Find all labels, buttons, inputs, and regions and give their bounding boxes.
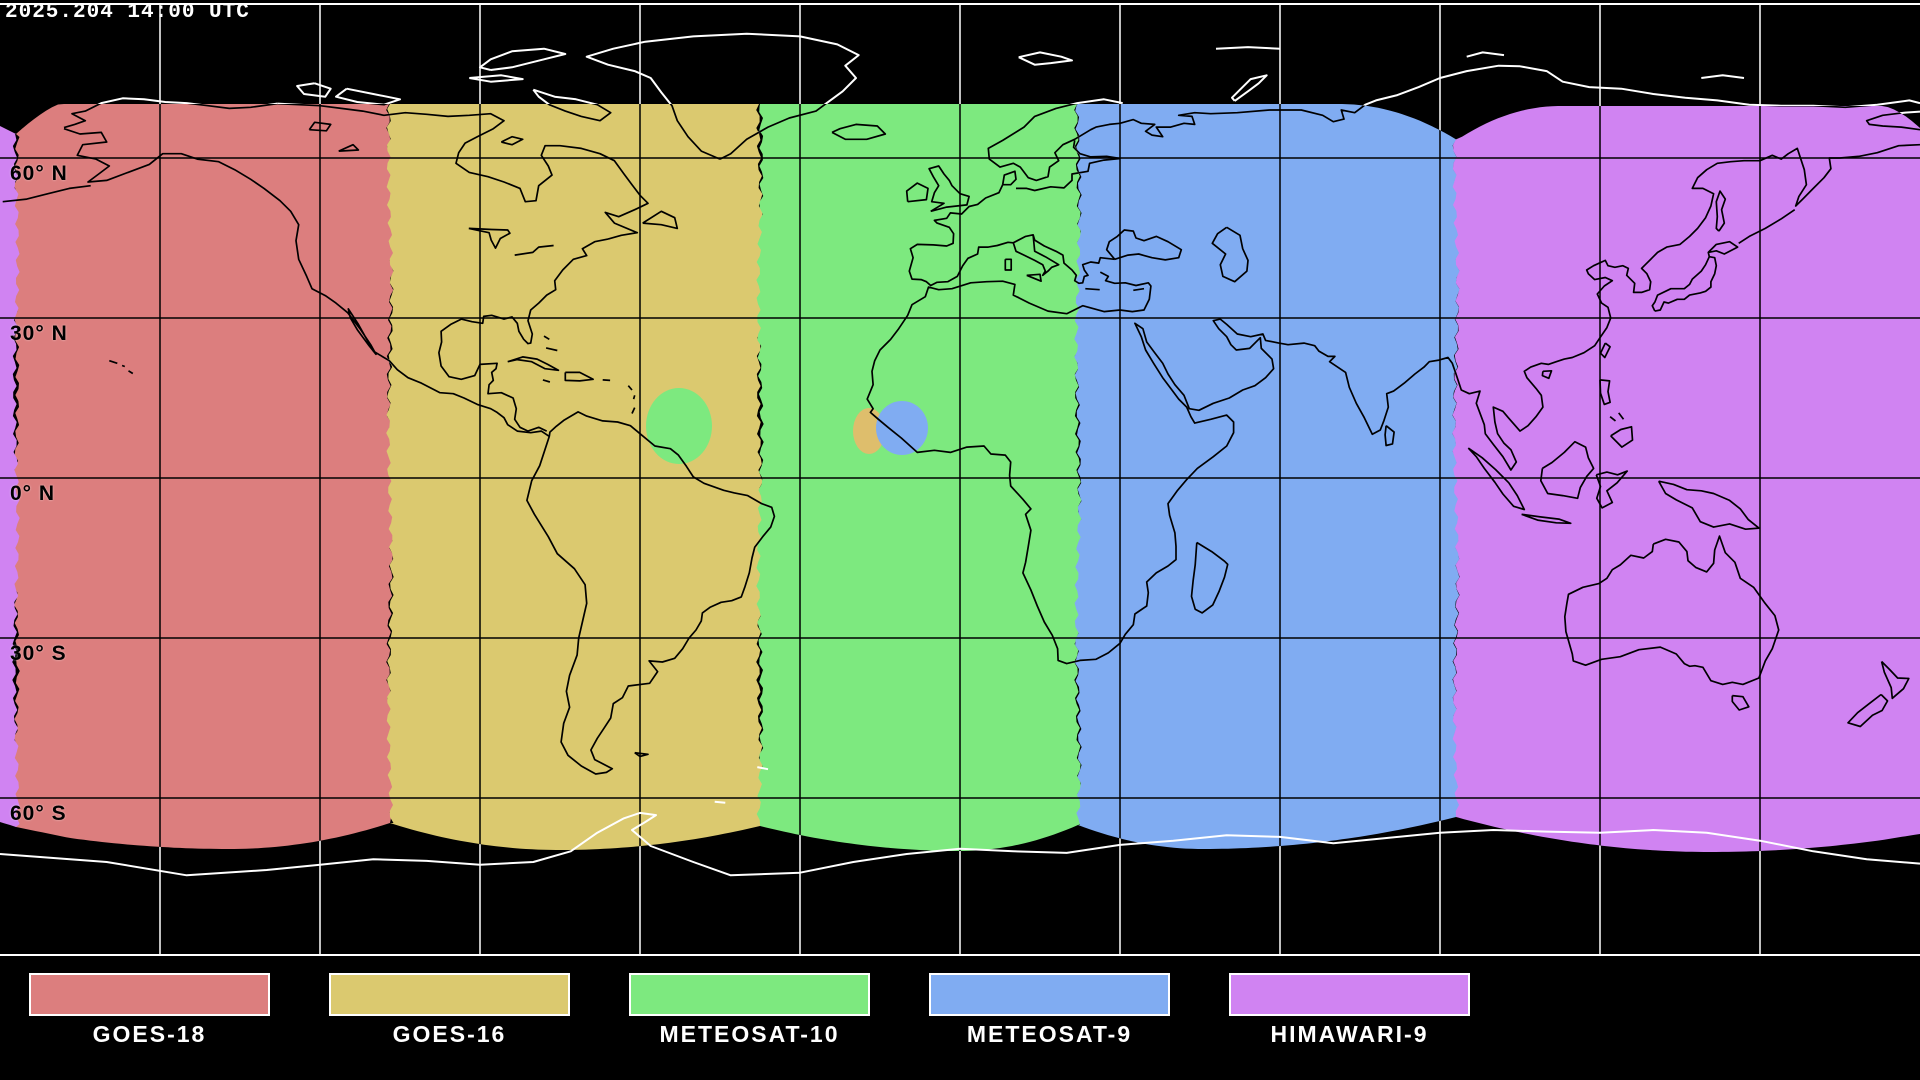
legend: GOES-18 GOES-16 METEOSAT-10 METEOSAT-9 H…: [0, 971, 1920, 1080]
lat-label-0n: 0° N: [10, 482, 56, 505]
legend-label: GOES-16: [392, 1021, 507, 1047]
legend-item: GOES-18: [29, 973, 270, 1048]
legend-label: HIMAWARI-9: [1270, 1021, 1429, 1047]
legend-label: METEOSAT-9: [966, 1021, 1133, 1047]
legend-item: GOES-16: [329, 973, 570, 1048]
legend-item: METEOSAT-9: [929, 973, 1170, 1048]
world-map: [0, 3, 1920, 956]
legend-item: METEOSAT-10: [629, 973, 870, 1048]
legend-swatch-meteosat9: [929, 973, 1170, 1016]
lat-label-60n: 60° N: [10, 162, 68, 185]
legend-swatch-meteosat10: [629, 973, 870, 1016]
legend-swatch-goes16: [329, 973, 570, 1016]
lat-label-60s: 60° S: [10, 802, 67, 825]
legend-label: METEOSAT-10: [659, 1021, 840, 1047]
legend-swatch-himawari9: [1229, 973, 1470, 1016]
legend-swatch-goes18: [29, 973, 270, 1016]
lat-label-30s: 30° S: [10, 642, 67, 665]
lat-label-30n: 30° N: [10, 322, 68, 345]
timestamp: 2025.204 14:00 UTC: [5, 1, 250, 24]
legend-label: GOES-18: [92, 1021, 207, 1047]
legend-item: HIMAWARI-9: [1229, 973, 1470, 1048]
